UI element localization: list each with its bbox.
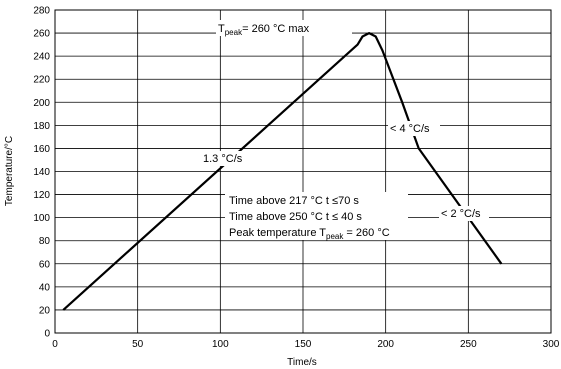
y-tick-label: 260	[33, 29, 50, 40]
peak-annotation-suffix: = 260 °C max	[242, 23, 310, 35]
peak-temperature-prefix: Peak temperature T	[229, 227, 326, 239]
y-tick-label: 100	[33, 213, 50, 224]
peak-annotation-sub: peak	[225, 28, 243, 37]
peak-temperature-suffix: = 260 °C	[343, 227, 389, 239]
x-tick-label: 0	[52, 339, 58, 350]
y-tick-label: 180	[33, 121, 50, 132]
y-tick-label: 220	[33, 75, 50, 86]
x-tick-label: 200	[377, 339, 394, 350]
peak-annotation-prefix: T	[218, 23, 225, 35]
y-tick-label: 60	[39, 259, 51, 270]
y-tick-label: 240	[33, 52, 50, 63]
y-tick-label: 20	[39, 305, 51, 316]
x-tick-label: 150	[295, 339, 312, 350]
time-above-217-annotation: Time above 217 °C t ≤70 s	[229, 195, 359, 207]
time-above-250-annotation: Time above 250 °C t ≤ 40 s	[229, 211, 362, 223]
plot-frame	[54, 9, 552, 334]
peak-temperature-sub: peak	[326, 232, 344, 241]
x-axis-title: Time/s	[287, 357, 317, 368]
x-tick-label: 300	[543, 339, 560, 350]
ramp-down-1-label-bg	[388, 121, 440, 136]
x-tick-label: 100	[212, 339, 229, 350]
y-tick-label: 140	[33, 167, 50, 178]
y-tick-label: 280	[33, 6, 50, 17]
y-tick-label: 200	[33, 98, 50, 109]
y-tick-label: 120	[33, 190, 50, 201]
peak-temperature-annotation: Peak temperature Tpeak = 260 °C	[229, 227, 390, 241]
peak-label-bg	[216, 20, 352, 36]
y-tick-labels: 0 20 40 60 80 100 120 140 160 180 200 220 240 260 280	[33, 6, 50, 340]
grid-lines	[54, 9, 552, 334]
y-axis-title: Temperature/°C	[4, 136, 15, 206]
x-tick-labels: 0 50 100 150 200 250 300	[52, 339, 560, 350]
x-tick-label: 250	[460, 339, 477, 350]
ramp-down-1-annotation: < 4 °C/s	[390, 123, 430, 135]
ramp-up-label-bg	[201, 151, 253, 166]
info-box-bg	[225, 192, 408, 240]
peak-annotation: Tpeak= 260 °C max	[218, 23, 310, 37]
y-tick-label: 160	[33, 144, 50, 155]
y-tick-label: 40	[39, 282, 51, 293]
ramp-up-annotation: 1.3 °C/s	[203, 153, 243, 165]
ramp-down-2-label-bg	[439, 206, 489, 221]
ramp-down-2-annotation: < 2 °C/s	[441, 208, 481, 220]
x-tick-label: 50	[132, 339, 144, 350]
y-tick-label: 80	[39, 236, 51, 247]
y-tick-label: 0	[44, 329, 50, 340]
